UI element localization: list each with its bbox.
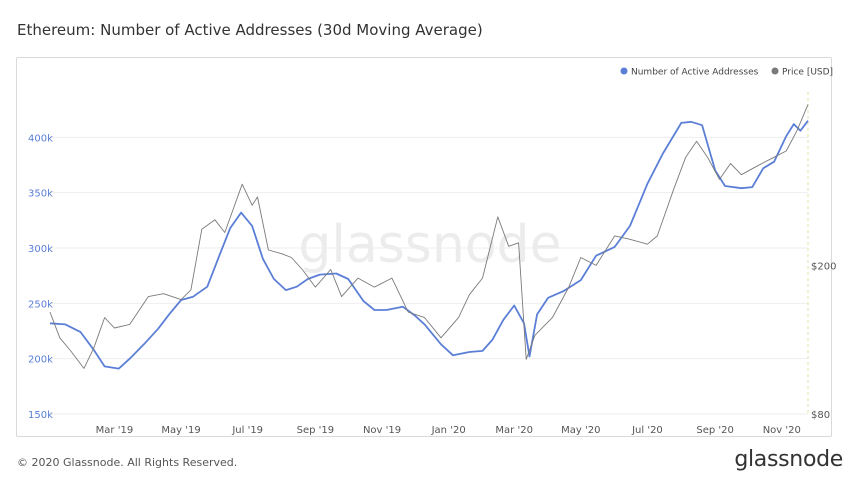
legend-marker — [771, 67, 779, 75]
active-addresses-line — [49, 120, 809, 370]
x-tick-label: Nov '19 — [363, 425, 401, 436]
y-left-tick-label: 150k — [28, 410, 53, 421]
x-tick-label: Sep '19 — [297, 425, 335, 436]
x-tick-label: Jan '20 — [431, 425, 466, 436]
legend-label: Price [USD] — [782, 68, 833, 78]
copyright-text: © 2020 Glassnode. All Rights Reserved. — [17, 456, 238, 469]
y-left-tick-label: 250k — [28, 299, 53, 310]
chart-title: Ethereum: Number of Active Addresses (30… — [17, 21, 483, 39]
x-tick-label: Mar '20 — [495, 425, 533, 436]
brand-logo-text: glassnode — [734, 447, 843, 472]
y-left-tick-label: 400k — [28, 133, 53, 144]
y-left-tick-label: 350k — [28, 189, 53, 200]
watermark-text: glassnode — [298, 215, 561, 275]
x-tick-label: May '19 — [161, 425, 200, 436]
x-tick-label: Nov '20 — [763, 425, 801, 436]
legend-marker — [620, 67, 628, 75]
y-right-tick-label: $200 — [811, 261, 836, 272]
chart-panel — [16, 57, 832, 437]
y-left-tick-label: 200k — [28, 355, 53, 366]
legend-label: Number of Active Addresses — [631, 68, 759, 78]
x-tick-label: Jul '19 — [231, 425, 263, 436]
y-left-tick-label: 300k — [28, 244, 53, 255]
x-tick-label: Sep '20 — [696, 425, 734, 436]
x-tick-label: Jul '20 — [631, 425, 663, 436]
x-tick-label: Mar '19 — [96, 425, 134, 436]
price-line — [49, 104, 809, 369]
x-tick-label: May '20 — [561, 425, 600, 436]
y-right-tick-label: $80 — [811, 410, 830, 421]
